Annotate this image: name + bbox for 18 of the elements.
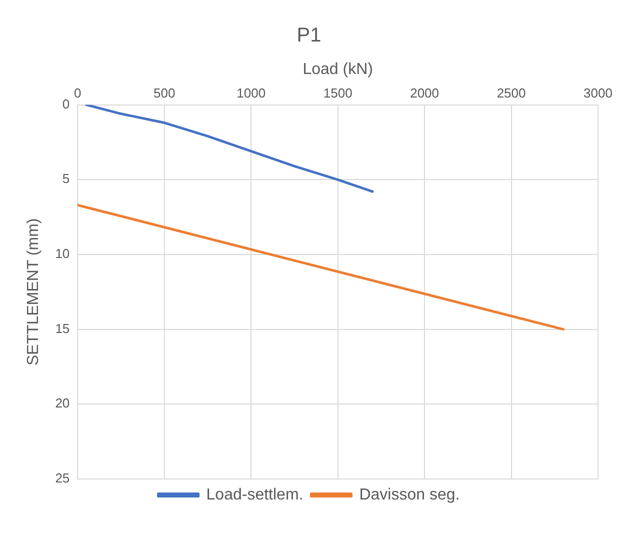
x-tick-label: 3000 [584, 86, 612, 101]
y-tick-label: 5 [62, 171, 70, 186]
x-axis-title: Load (kN) [302, 61, 373, 78]
x-tick-label: 500 [154, 86, 176, 101]
x-tick-label: 1000 [236, 86, 266, 101]
y-tick-label: 25 [55, 470, 70, 486]
x-tick-label: 2500 [496, 86, 526, 101]
legend-label: Davisson seg. [359, 486, 460, 504]
legend-label: Load-settlem. [206, 486, 304, 504]
x-tick-label: 2000 [410, 86, 440, 101]
y-tick-label: 15 [55, 320, 70, 336]
y-tick-label: 10 [55, 246, 70, 262]
y-tick-label: 20 [55, 396, 70, 411]
y-tick-label: 0 [62, 96, 70, 112]
chart-title: P1 [296, 24, 322, 47]
x-tick-label: 1500 [323, 86, 352, 101]
y-axis-title: SETTLEMENT (mm) [25, 218, 42, 366]
x-tick-label: 0 [74, 86, 82, 101]
